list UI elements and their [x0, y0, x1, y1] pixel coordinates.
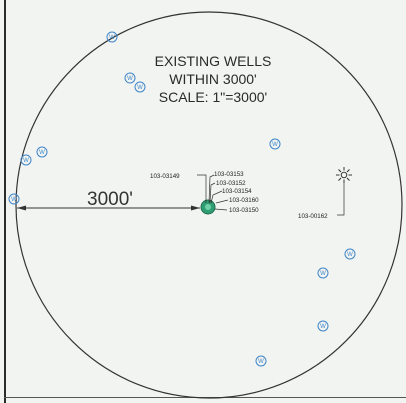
well-marker-icon: W [134, 81, 146, 93]
well-marker-icon: W [255, 355, 267, 367]
well-marker-icon: W [8, 193, 20, 205]
svg-text:W: W [137, 85, 143, 91]
title-line-3: SCALE: 1"=3000' [159, 89, 267, 105]
well-label-103-03149: 103-03149 [150, 173, 180, 180]
well-marker-icon: W [36, 146, 48, 158]
well-label-103-03154: 103-03154 [222, 188, 252, 195]
svg-text:W: W [109, 35, 115, 41]
well-label-103-00162: 103-00162 [298, 213, 328, 220]
leader-103-00162 [337, 183, 345, 216]
well-marker-icon: W [124, 72, 136, 84]
svg-text:W: W [347, 252, 353, 258]
radius-distance-label: 3000' [87, 189, 133, 210]
well-label-103-03152: 103-03152 [216, 180, 246, 187]
well-markers: W W W W W W W [8, 31, 356, 367]
title-line-1: EXISTING WELLS [155, 53, 272, 69]
center-leader-lines [197, 174, 229, 211]
svg-text:W: W [23, 158, 29, 164]
svg-text:W: W [320, 324, 326, 330]
well-marker-icon: W [269, 138, 281, 150]
leader-103-03153 [208, 174, 215, 204]
well-label-103-03150: 103-03150 [229, 207, 259, 214]
sun-symbol-icon [336, 167, 352, 183]
dimension-arrow-right-icon [191, 205, 200, 211]
svg-text:W: W [11, 197, 17, 203]
well-marker-icon: W [106, 31, 118, 43]
frame-left-border [4, 0, 6, 403]
svg-text:W: W [39, 150, 45, 156]
svg-text:W: W [127, 76, 133, 82]
leader-103-03160 [215, 199, 229, 204]
radius-circle [15, 11, 403, 399]
well-label-103-03153: 103-03153 [214, 171, 244, 178]
leader-103-03150 [214, 208, 228, 211]
center-well-highlight [205, 204, 211, 210]
well-marker-icon: W [317, 267, 329, 279]
dimension-arrow-left-icon [17, 205, 26, 211]
leader-103-03149 [197, 174, 207, 203]
well-marker-icon: W [317, 320, 329, 332]
svg-text:W: W [320, 271, 326, 277]
svg-text:W: W [272, 142, 278, 148]
well-marker-icon: W [20, 154, 32, 166]
svg-text:W: W [258, 359, 264, 365]
well-marker-icon: W [344, 248, 356, 260]
leader-103-03154 [210, 190, 223, 204]
well-label-103-03160: 103-03160 [229, 197, 259, 204]
title-line-2: WITHIN 3000' [169, 71, 256, 87]
leader-103-03152 [209, 182, 216, 204]
